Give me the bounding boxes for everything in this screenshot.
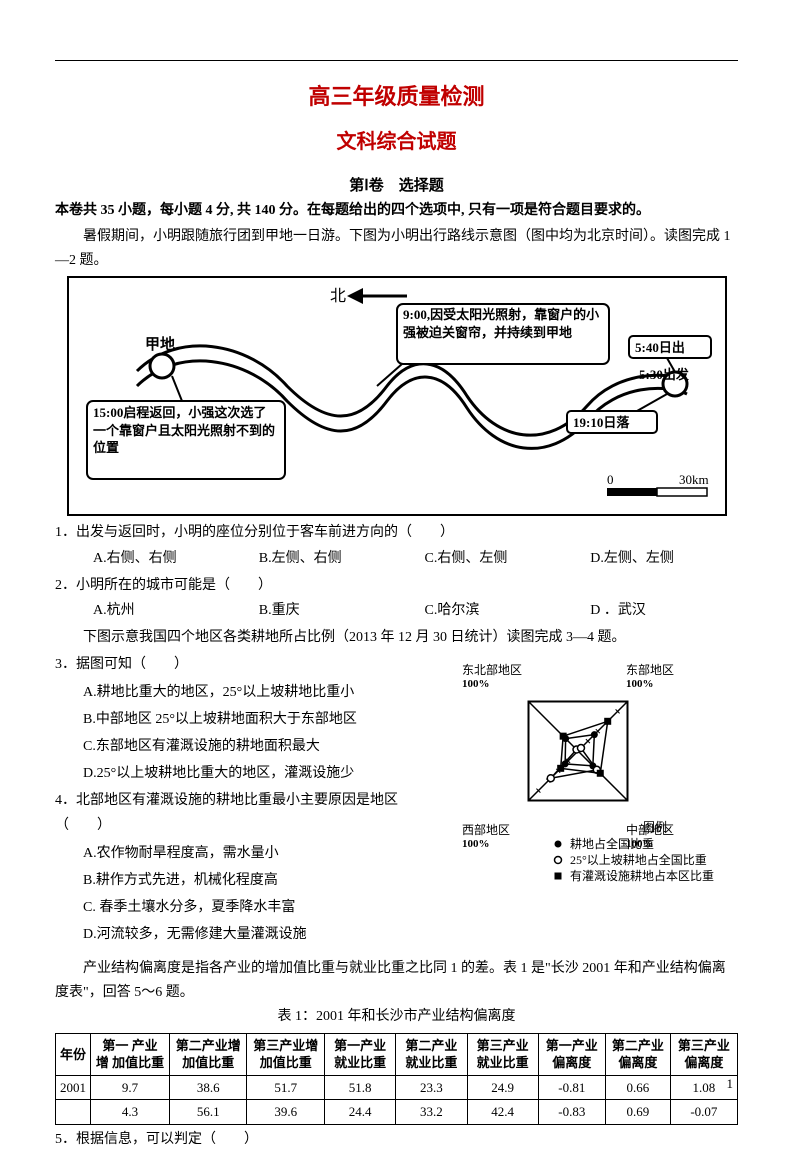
svg-text:东部地区: 东部地区 <box>626 662 674 677</box>
q2-d: D ．武汉 <box>590 598 738 623</box>
table-header: 第一 产业 增 加值比重 <box>91 1033 170 1075</box>
q2-c: C.哈尔滨 <box>425 598 573 623</box>
top-rule <box>55 60 738 61</box>
title-main: 高三年级质量检测 <box>55 79 738 111</box>
q2-a: A.杭州 <box>93 598 241 623</box>
svg-text:19:10日落: 19:10日落 <box>573 415 630 430</box>
instruction: 本卷共 35 小题，每小题 4 分, 共 140 分。在每题给出的四个选项中, … <box>55 199 738 223</box>
title-sub: 文科综合试题 <box>55 125 738 154</box>
intro-2: 下图示意我国四个地区各类耕地所占比例（2013 年 12 月 30 日统计）读图… <box>55 625 738 650</box>
q1-b: B.左侧、右侧 <box>259 546 407 571</box>
table-row: 20019.738.651.751.823.324.9-0.810.661.08 <box>56 1075 738 1100</box>
table-header: 年份 <box>56 1033 91 1075</box>
svg-text:西部地区: 西部地区 <box>462 822 510 837</box>
q1-a: A.右侧、右侧 <box>93 546 241 571</box>
q1-options: A.右侧、右侧 B.左侧、右侧 C.右侧、左侧 D.左侧、左侧 <box>55 546 738 571</box>
table-header: 第一产业偏离度 <box>538 1033 605 1075</box>
section-head: 第Ⅰ卷 选择题 <box>55 174 738 195</box>
table-row: 4.356.139.624.433.242.4-0.830.69-0.07 <box>56 1100 738 1125</box>
table-header: 第三产业偏离度 <box>670 1033 737 1075</box>
svg-text:有灌溉设施耕地占本区比重: 有灌溉设施耕地占本区比重 <box>570 868 714 883</box>
svg-text:东北部地区: 东北部地区 <box>462 662 522 677</box>
page-number: 1 <box>727 1076 734 1092</box>
svg-text:5:40日出: 5:40日出 <box>635 340 685 355</box>
svg-text:100%: 100% <box>462 678 490 690</box>
svg-text:100%: 100% <box>626 678 654 690</box>
callout-depart: 5:30出发 <box>639 367 690 382</box>
q5-stem: 5．根据信息，可以判定（ ） <box>55 1127 738 1152</box>
radar-chart: 东北部地区100%东部地区100%中部地区100%西部地区100%图例耕地占全国… <box>448 656 738 911</box>
svg-text:25°以上坡耕地占全国比重: 25°以上坡耕地占全国比重 <box>570 852 707 867</box>
table-header: 第二产业偏离度 <box>605 1033 670 1075</box>
q2-b: B.重庆 <box>259 598 407 623</box>
q1-d: D.左侧、左侧 <box>590 546 738 571</box>
q2-stem: 2．小明所在的城市可能是（ ） <box>55 573 738 598</box>
table-caption: 表 1：2001 年和长沙市产业结构偏离度 <box>55 1005 738 1029</box>
table-header: 第三产业就业比重 <box>467 1033 538 1075</box>
table-header: 第三产业增加值比重 <box>247 1033 325 1075</box>
svg-text:30km: 30km <box>679 472 709 487</box>
q1-stem: 1．出发与返回时，小明的座位分别位于客车前进方向的（ ） <box>55 520 738 545</box>
q4-d: D.河流较多，无需修建大量灌溉设施 <box>55 922 738 947</box>
place-jia: 甲地 <box>145 335 175 353</box>
svg-text:5:30出发: 5:30出发 <box>639 367 690 382</box>
table-header: 第二产业就业比重 <box>396 1033 467 1075</box>
svg-text:100%: 100% <box>462 838 490 850</box>
intro-3: 产业结构偏离度是指各产业的增加值比重与就业比重之比同 1 的差。表 1 是"长沙… <box>55 957 738 1005</box>
q1-c: C.右侧、左侧 <box>425 546 573 571</box>
svg-text:耕地占全国比重: 耕地占全国比重 <box>570 836 654 851</box>
deviation-table: 年份第一 产业 增 加值比重第二产业增加值比重第三产业增加值比重第一产业就业比重… <box>55 1033 738 1125</box>
route-map: 北 甲地 9:00,因受太阳光照射，靠窗户的小强被迫关窗帘，并持续到甲地 <box>55 276 738 516</box>
q2-options: A.杭州 B.重庆 C.哈尔滨 D ．武汉 <box>55 598 738 623</box>
table-header: 第二产业增加值比重 <box>169 1033 247 1075</box>
svg-text:图例: 图例 <box>643 820 667 834</box>
north-label: 北 <box>330 287 346 305</box>
svg-text:0: 0 <box>607 472 614 487</box>
table-header: 第一产业就业比重 <box>325 1033 396 1075</box>
intro-1: 暑假期间，小明跟随旅行团到甲地一日游。下图为小明出行路线示意图（图中均为北京时间… <box>55 225 738 273</box>
